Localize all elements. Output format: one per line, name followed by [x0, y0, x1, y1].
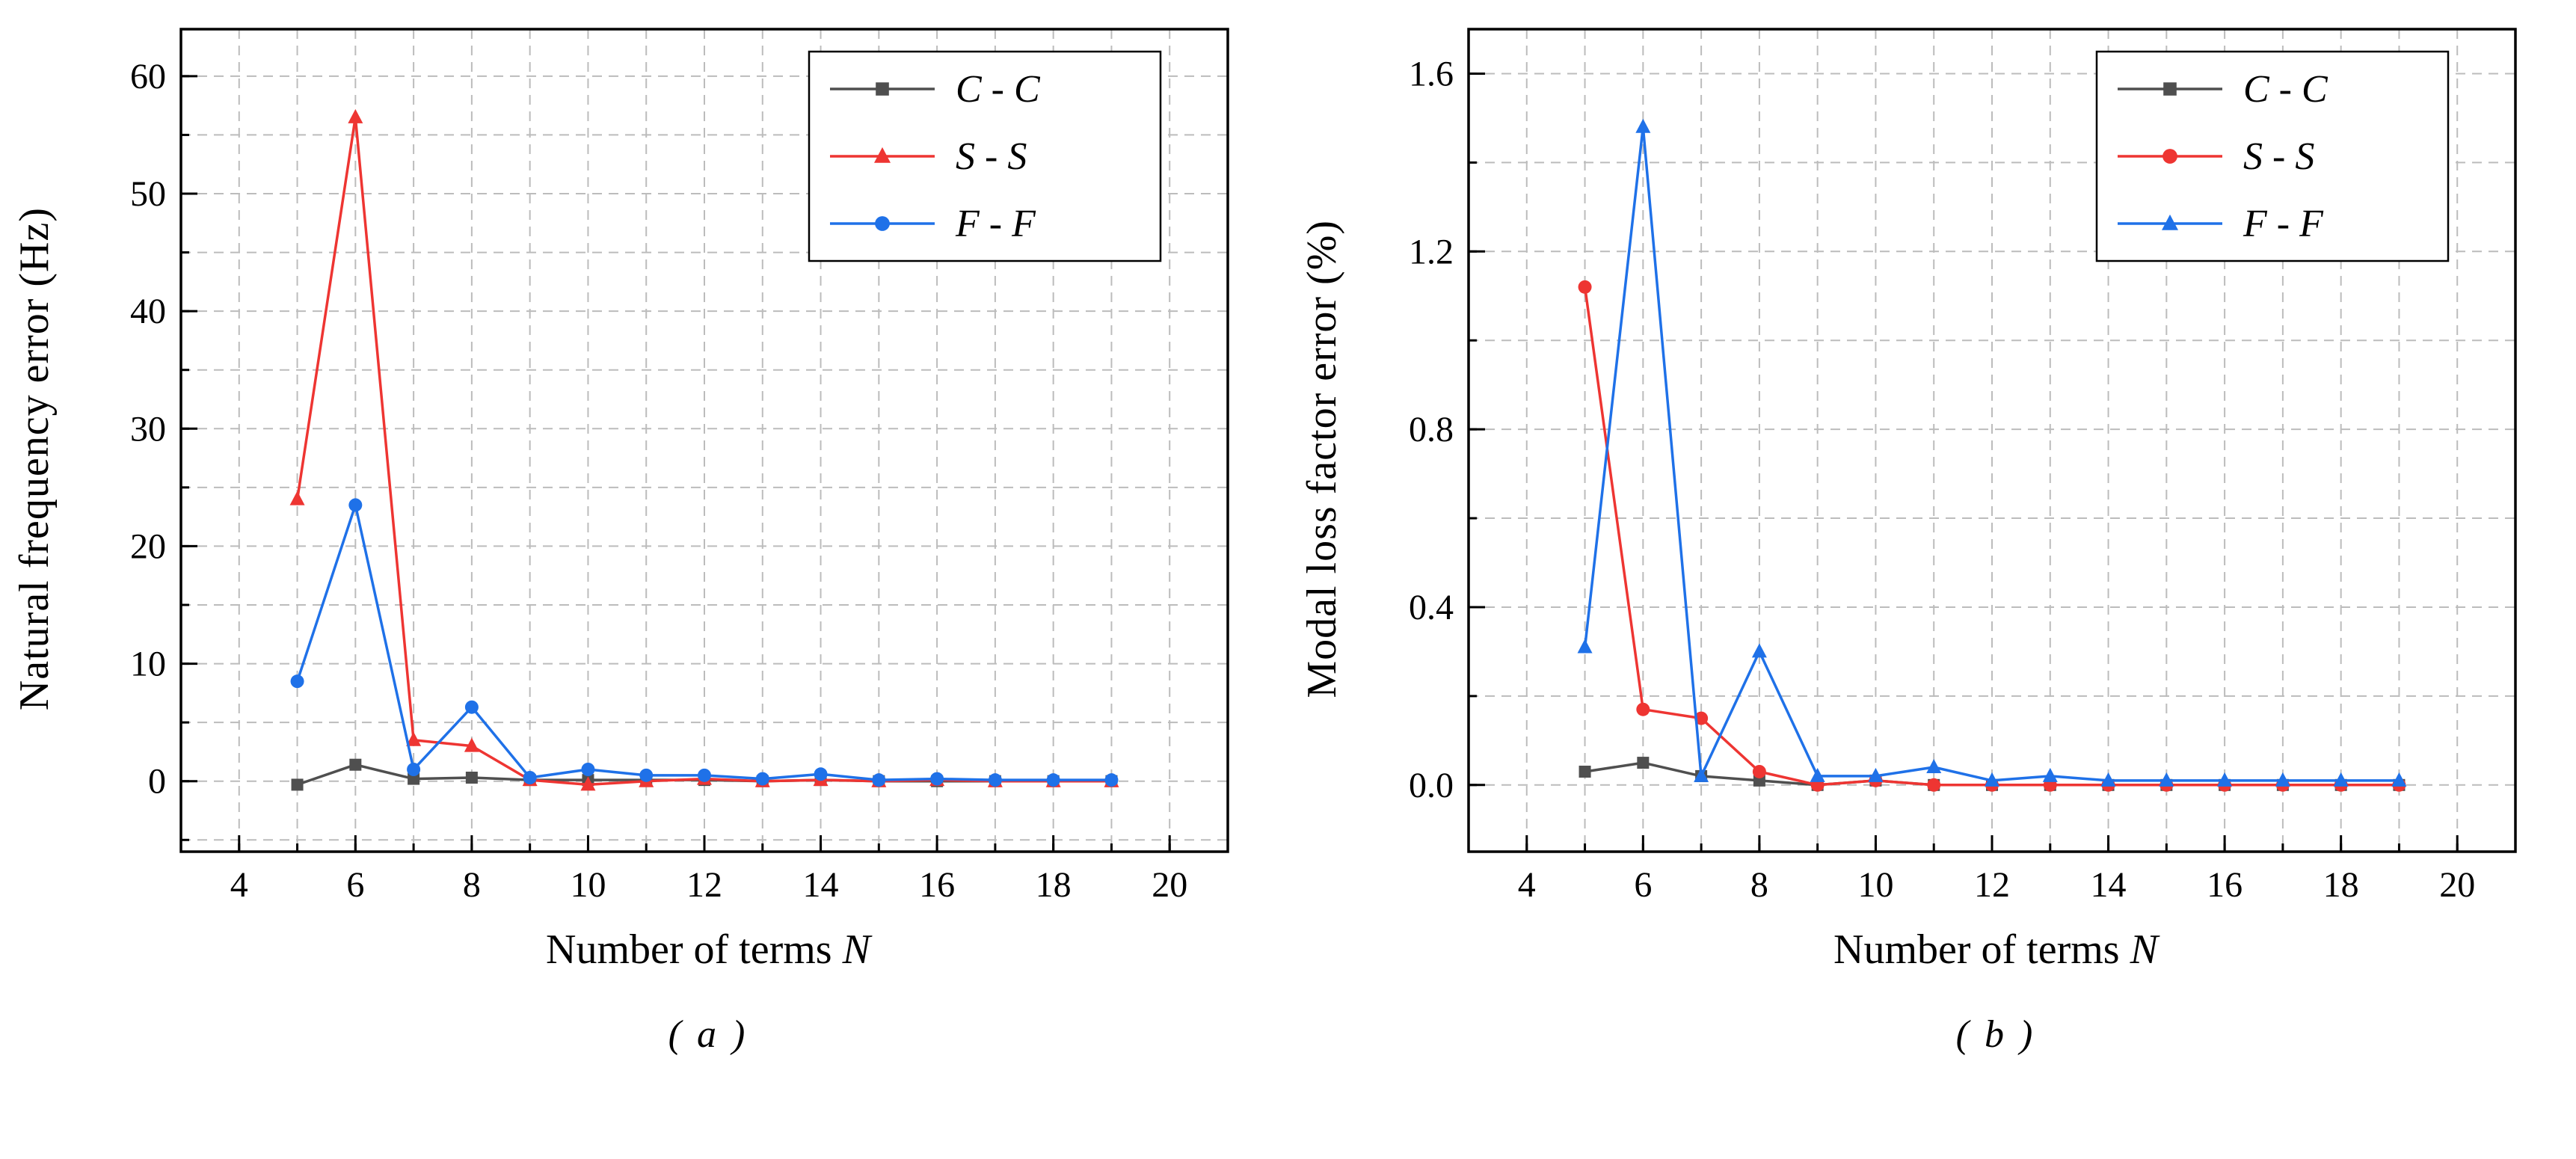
plot-column-a: 4 6 8 10 12 14 16 18 20 0 10 20 30 40 50 60 C - C S - S F …: [69, 3, 1250, 1159]
y-axis-label-b: Modal loss factor error (%): [1299, 220, 1345, 698]
svg-text:0.4: 0.4: [1409, 588, 1454, 627]
chart-canvas-a: 4 6 8 10 12 14 16 18 20 0 10 20 30 40 50 60 C - C S - S F …: [130, 28, 1229, 905]
legend: C - C S - S F - F: [808, 50, 1162, 262]
svg-text:16: 16: [919, 865, 955, 905]
svg-text:0.0: 0.0: [1409, 766, 1454, 805]
svg-text:14: 14: [803, 865, 839, 905]
svg-text:0.8: 0.8: [1409, 410, 1454, 449]
svg-text:0: 0: [148, 762, 166, 802]
svg-text:S - S: S - S: [2243, 135, 2314, 178]
panel-a: Natural frequency error (Hz) 4 6 8 10 12 14 16…: [0, 3, 1250, 1159]
y-axis-label-wrap-b: Modal loss factor error (%): [1288, 3, 1356, 915]
svg-text:20: 20: [2439, 865, 2475, 905]
svg-text:50: 50: [130, 174, 166, 214]
svg-text:S - S: S - S: [956, 135, 1027, 178]
x-axis-label-b: Number of terms N: [1736, 926, 2158, 974]
ticks: [181, 75, 1171, 852]
svg-text:12: 12: [686, 865, 722, 905]
svg-text:1.6: 1.6: [1409, 54, 1454, 93]
svg-text:C - C: C - C: [2243, 68, 2328, 111]
svg-text:10: 10: [1857, 865, 1893, 905]
x-axis-label-a: Number of terms N: [449, 926, 870, 974]
tick-labels: 4 6 8 10 12 14 16 18 20 0 10 20 30 40 50 60: [130, 57, 1187, 905]
x-axis-label-var-a: N: [842, 926, 870, 973]
svg-text:60: 60: [130, 57, 166, 96]
svg-text:18: 18: [2323, 865, 2359, 905]
svg-text:C - C: C - C: [956, 68, 1041, 111]
legend: C - C S - S F - F: [2095, 50, 2450, 262]
svg-text:18: 18: [1036, 865, 1072, 905]
svg-text:6: 6: [1634, 865, 1652, 905]
series-1: [1578, 280, 2406, 792]
subfigure-caption-a: ( a ): [668, 1013, 748, 1056]
panel-b: Modal loss factor error (%) 4 6 8 10 12 14 16 1…: [1288, 0, 2575, 1159]
x-axis-label-text-b: Number of terms: [1833, 926, 2120, 973]
svg-text:10: 10: [130, 645, 166, 684]
svg-text:1.2: 1.2: [1409, 232, 1454, 271]
svg-text:8: 8: [463, 865, 481, 905]
svg-text:F - F: F - F: [2243, 203, 2324, 245]
svg-text:6: 6: [346, 865, 364, 905]
svg-text:4: 4: [230, 865, 248, 905]
svg-text:30: 30: [130, 409, 166, 449]
svg-text:8: 8: [1750, 865, 1768, 905]
svg-text:10: 10: [570, 865, 606, 905]
series-2: [290, 498, 1119, 787]
svg-text:16: 16: [2207, 865, 2243, 905]
svg-text:20: 20: [1152, 865, 1187, 905]
tick-labels: 4 6 8 10 12 14 16 18 20 0.0 0.4 0.8 1.2 1.6: [1409, 54, 2475, 905]
svg-text:4: 4: [1518, 865, 1536, 905]
x-axis-label-text-a: Number of terms: [546, 926, 832, 973]
svg-text:12: 12: [1974, 865, 2010, 905]
svg-text:14: 14: [2091, 865, 2127, 905]
svg-text:20: 20: [130, 526, 166, 566]
y-axis-label-a: Natural frequency error (Hz): [11, 207, 58, 711]
ticks: [1469, 72, 2459, 852]
svg-text:40: 40: [130, 292, 166, 331]
y-axis-label-wrap-a: Natural frequency error (Hz): [0, 3, 69, 915]
x-axis-label-var-b: N: [2130, 926, 2158, 973]
series-2: [1577, 118, 2407, 787]
chart-canvas-b: 4 6 8 10 12 14 16 18 20 0.0 0.4 0.8 1.2 1.6 C - C S - S…: [1409, 28, 2517, 905]
plot-column-b: 4 6 8 10 12 14 16 18 20 0.0 0.4 0.8 1.2 1.6 C - C S - S…: [1356, 3, 2538, 1159]
svg-text:F - F: F - F: [955, 203, 1036, 245]
subfigure-caption-b: ( b ): [1955, 1013, 2036, 1056]
